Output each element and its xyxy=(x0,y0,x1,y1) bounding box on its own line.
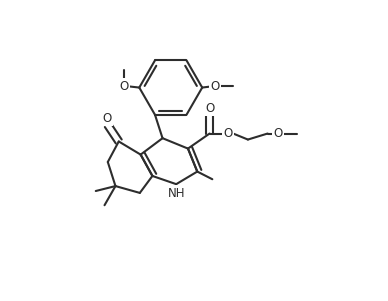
Text: O: O xyxy=(120,80,129,93)
Text: NH: NH xyxy=(168,187,185,200)
Text: O: O xyxy=(223,127,233,140)
Text: O: O xyxy=(103,112,112,125)
Text: O: O xyxy=(211,80,220,93)
Text: O: O xyxy=(205,101,214,115)
Text: O: O xyxy=(274,127,282,140)
